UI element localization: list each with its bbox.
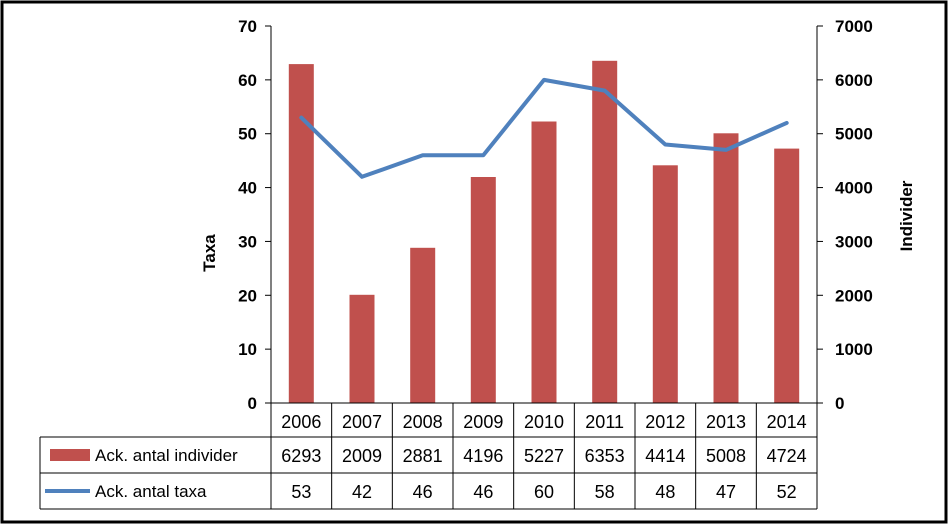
table-cell-value: 46 [413,482,433,502]
legend-key-bar [50,449,90,461]
table-cell-value: 4724 [767,446,807,466]
right-tick-label: 1000 [835,340,873,359]
bar-2009 [470,177,496,403]
table-cell-value: 52 [777,482,797,502]
bar-2013 [713,133,739,404]
table-cell-value: 4414 [645,446,685,466]
category-label: 2012 [645,412,685,432]
left-axis-title: Taxa [200,234,219,272]
line-series-group [299,77,789,179]
right-axis-title: Individer [897,180,916,251]
right-tick-label: 3000 [835,232,873,251]
table-cell-value: 5227 [524,446,564,466]
table-cell-value: 58 [595,482,615,502]
table-cell-value: 4196 [463,446,503,466]
table-cell-value: 46 [473,482,493,502]
left-tick-label: 40 [238,179,257,198]
category-label: 2010 [524,412,564,432]
left-tick-label: 70 [238,17,257,36]
bar-2012 [652,165,678,403]
bar-2006 [288,64,314,403]
table-cell-value: 47 [716,482,736,502]
category-label: 2014 [767,412,807,432]
left-tick-label: 30 [238,232,257,251]
right-tick-label: 7000 [835,17,873,36]
table-cell-value: 60 [534,482,554,502]
table-cell-value: 42 [352,482,372,502]
category-label: 2009 [463,412,503,432]
data-table: 2006 2007 2008 2009 2010 2011 2012 2013 2014 Ack.… [39,402,818,510]
left-tick-label: 60 [238,71,257,90]
table-cell-value: 6353 [585,446,625,466]
legend-label: Ack. antal individer [95,446,238,465]
left-tick-label: 0 [248,394,257,413]
left-tick-label: 20 [238,286,257,305]
table-cell-value: 53 [291,482,311,502]
bar-2010 [531,121,557,403]
bar-2011 [592,60,618,404]
bar-2014 [774,148,800,403]
bar-2007 [349,294,375,403]
legend-label: Ack. antal taxa [95,482,207,501]
left-tick-label: 10 [238,340,257,359]
table-cell-value: 48 [655,482,675,502]
category-label: 2011 [585,412,624,432]
table-cell-value: 2881 [403,446,443,466]
right-tick-label: 0 [835,394,844,413]
right-tick-label: 4000 [835,179,873,198]
table-cell-value: 2009 [342,446,382,466]
right-tick-label: 2000 [835,286,873,305]
table-cell-value: 5008 [706,446,746,466]
category-label: 2007 [342,412,382,432]
bar-series-group [288,60,800,404]
axes-group: 0 10 20 30 40 50 60 70 0 1000 2000 3000 4000 5000 6000… [200,17,916,413]
left-tick-label: 50 [238,125,257,144]
category-label: 2008 [403,412,443,432]
bar-2008 [410,247,436,403]
right-tick-label: 6000 [835,71,873,90]
category-label: 2013 [706,412,746,432]
table-cell-value: 6293 [281,446,321,466]
right-tick-label: 5000 [835,125,873,144]
category-label: 2006 [281,412,321,432]
